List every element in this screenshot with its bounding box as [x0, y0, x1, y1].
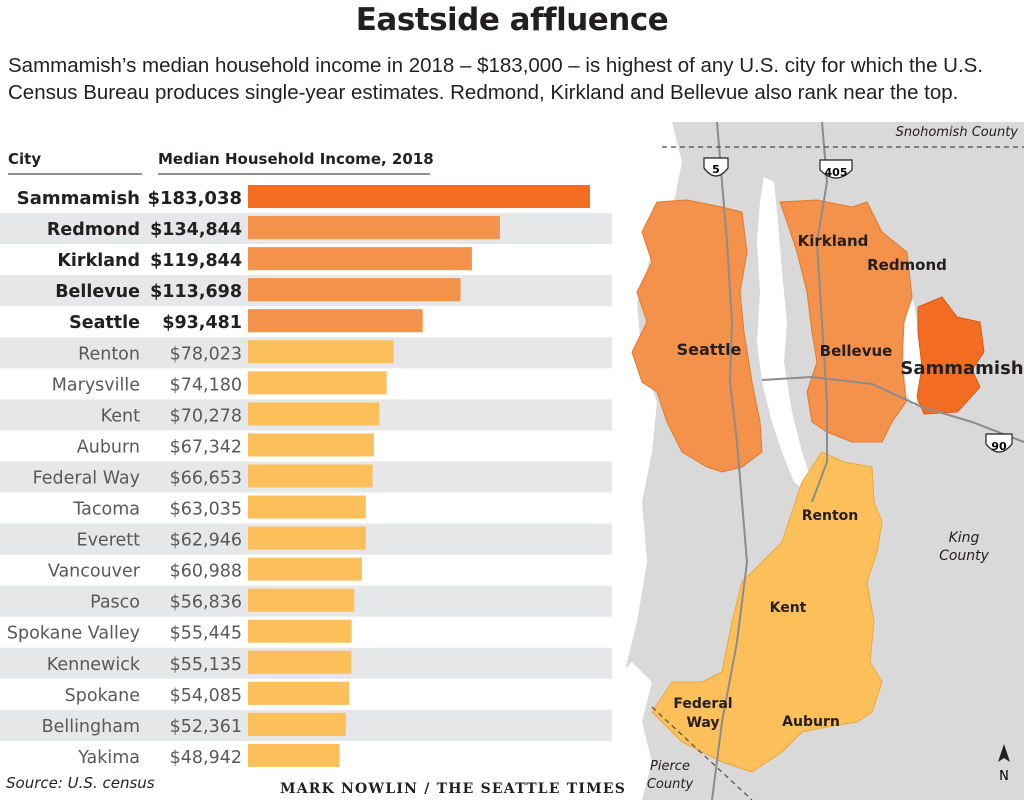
value-label: $113,698: [150, 282, 242, 302]
bar-seattle: [248, 309, 423, 333]
seattle-map-label: Seattle: [677, 340, 742, 359]
value-label: $54,085: [170, 686, 242, 706]
i5-highway: [711, 122, 749, 800]
north-arrow-icon: N: [998, 744, 1010, 784]
snohomish-county-label: Snohomish County: [896, 125, 1019, 140]
redmond-map-label: Redmond: [867, 256, 947, 274]
bar-redmond: [248, 216, 500, 240]
value-label: $183,038: [147, 188, 242, 209]
source-note: Source: U.S. census: [6, 774, 155, 792]
pierce-county-label-line1: Pierce: [650, 759, 690, 774]
city-label: Kent: [101, 406, 140, 426]
puget-sound-water: [612, 122, 682, 712]
city-label: Pasco: [90, 593, 140, 613]
puget-sound-water-lower: [612, 662, 652, 800]
value-label: $134,844: [150, 220, 242, 240]
value-label: $48,942: [170, 748, 242, 768]
city-label: Kennewick: [47, 655, 141, 675]
king-county-label-line1: King: [949, 530, 980, 546]
value-label: $70,278: [170, 406, 242, 426]
city-label: Sammamish: [17, 188, 140, 209]
bar-tacoma: [248, 495, 366, 519]
lake-washington: [757, 177, 812, 492]
i90-shield: 90: [985, 433, 1013, 453]
i5-label: 5: [712, 163, 720, 176]
value-label: $52,361: [170, 717, 242, 737]
sammamish-area: [916, 296, 985, 415]
pierce-county-label-line2: County: [647, 777, 694, 792]
value-label: $55,445: [170, 624, 242, 644]
value-label: $67,342: [170, 437, 242, 457]
city-label: Bellevue: [55, 282, 140, 302]
value-label: $93,481: [162, 313, 242, 333]
city-column-header: City: [8, 150, 42, 168]
bar-marysville: [248, 371, 387, 395]
bar-spokane-valley: [248, 619, 352, 643]
city-label: Spokane Valley: [7, 624, 140, 644]
bar-spokane: [248, 681, 350, 705]
city-label: Auburn: [77, 437, 140, 457]
federal-way-map-label-line1: Federal: [673, 696, 732, 712]
city-label: Redmond: [47, 220, 140, 240]
city-label: Seattle: [69, 313, 140, 333]
chart-subtitle: Sammamish’s median household income in 2…: [8, 54, 984, 104]
credit-line: MARK NOWLIN / THE SEATTLE TIMES: [280, 781, 627, 797]
i405-highway: [811, 122, 829, 503]
auburn-map-label: Auburn: [782, 714, 840, 730]
income-bar-chart: Sammamish $183,038 Redmond $134,844 Kirkland…: [0, 173, 612, 768]
sammamish-map-label: Sammamish: [900, 358, 1023, 379]
renton-map-label: Renton: [802, 508, 859, 524]
bar-kennewick: [248, 650, 352, 674]
city-label: Tacoma: [72, 500, 140, 520]
bellevue-map-label: Bellevue: [820, 342, 893, 360]
south-king-area: [651, 451, 883, 773]
value-label: $66,653: [170, 468, 242, 488]
city-label: Everett: [77, 531, 141, 551]
i405-shield: 405: [819, 159, 853, 179]
city-label: Yakima: [77, 748, 140, 768]
bar-federal-way: [248, 464, 373, 488]
city-label: Marysville: [52, 375, 140, 395]
value-label: $55,135: [170, 655, 242, 675]
bar-pasco: [248, 588, 355, 612]
city-label: Federal Way: [33, 468, 140, 488]
bar-kirkland: [248, 247, 472, 271]
value-label: $78,023: [170, 344, 242, 364]
chart-title: Eastside affluence: [355, 2, 669, 38]
income-column-header: Median Household Income, 2018: [158, 150, 434, 168]
value-label: $60,988: [170, 562, 242, 582]
i90-highway: [761, 375, 1024, 443]
bar-bellevue: [248, 278, 461, 302]
i405-label: 405: [825, 166, 848, 179]
city-label: Renton: [78, 344, 140, 364]
value-label: $62,946: [170, 531, 242, 551]
bar-auburn: [248, 433, 374, 457]
bar-yakima: [248, 743, 340, 767]
i5-shield: 5: [703, 157, 729, 177]
king-county-label-line2: County: [939, 548, 990, 564]
value-label: $74,180: [170, 375, 242, 395]
city-label: Vancouver: [48, 562, 141, 582]
bar-bellingham: [248, 712, 346, 736]
city-label: Spokane: [65, 686, 140, 706]
lake-sammamish: [902, 297, 922, 407]
kirkland-map-label: Kirkland: [798, 232, 869, 250]
puget-sound-map: 5 405 90 Snohomish County King County Pi…: [612, 122, 1024, 800]
bar-vancouver: [248, 557, 362, 581]
federal-way-map-label-line2: Way: [686, 715, 719, 731]
north-label: N: [999, 769, 1009, 784]
value-label: $63,035: [170, 500, 242, 520]
value-label: $119,844: [150, 251, 242, 271]
i90-label: 90: [991, 440, 1007, 453]
city-label: Bellingham: [42, 717, 140, 737]
city-label: Kirkland: [57, 251, 140, 271]
bar-everett: [248, 526, 366, 550]
pierce-county-line: [651, 706, 753, 800]
bar-renton: [248, 340, 394, 364]
eastside-area: [779, 199, 913, 443]
bar-sammamish: [248, 185, 590, 209]
kent-map-label: Kent: [770, 600, 807, 616]
bar-kent: [248, 402, 380, 426]
value-label: $56,836: [170, 593, 242, 613]
